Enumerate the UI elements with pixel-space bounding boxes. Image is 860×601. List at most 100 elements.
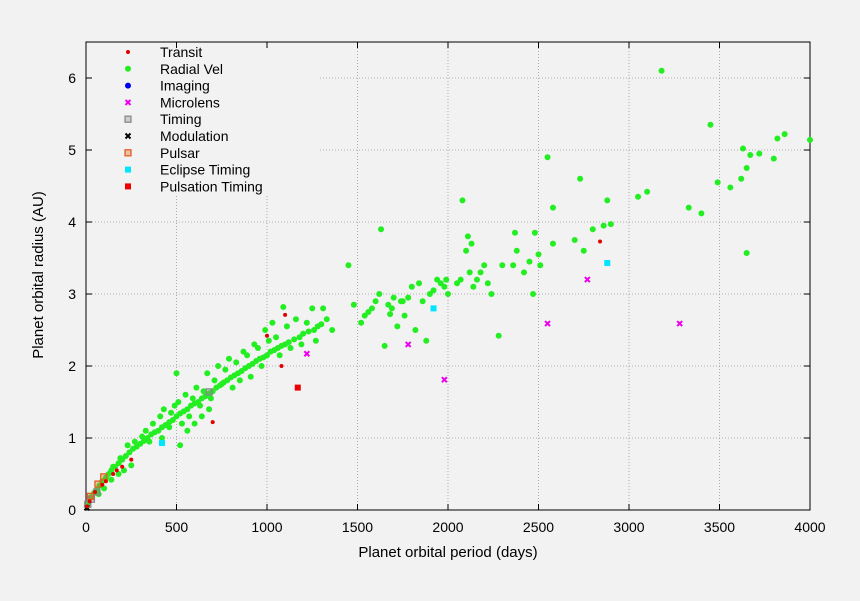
data-point <box>727 184 734 191</box>
data-point <box>131 438 138 445</box>
legend-marker <box>124 115 132 123</box>
data-point <box>580 247 587 254</box>
y-tick-label: 2 <box>68 358 76 374</box>
data-point <box>459 197 466 204</box>
data-point <box>464 233 471 240</box>
data-point <box>676 320 683 327</box>
y-tick-label: 1 <box>68 430 76 446</box>
data-point <box>484 280 491 287</box>
data-point <box>323 316 330 323</box>
data-point <box>210 420 215 425</box>
data-point <box>405 294 412 301</box>
x-axis-title: Planet orbital period (days) <box>358 544 537 561</box>
data-point <box>488 291 495 297</box>
data-point <box>166 424 173 431</box>
data-point <box>225 355 232 362</box>
data-point <box>388 305 395 312</box>
x-tick-label: 1000 <box>251 519 282 535</box>
data-point <box>303 350 311 357</box>
data-point <box>714 179 721 186</box>
y-tick-label: 4 <box>68 214 76 230</box>
x-tick-label: 3000 <box>613 519 644 535</box>
grid-lines <box>86 42 810 510</box>
data-point <box>368 305 375 312</box>
data-point <box>244 352 251 359</box>
data-point <box>372 298 379 305</box>
data-point <box>743 165 750 171</box>
data-point <box>756 150 763 157</box>
data-point <box>770 155 777 162</box>
data-point <box>207 395 214 402</box>
data-point <box>206 406 213 413</box>
data-point <box>103 479 108 484</box>
x-tick-label: 1500 <box>342 519 373 535</box>
data-point <box>114 468 119 473</box>
data-point <box>211 377 218 384</box>
data-point <box>175 399 182 405</box>
data-point <box>544 320 551 327</box>
data-point <box>378 226 385 233</box>
data-point <box>229 384 236 391</box>
data-point <box>204 370 211 377</box>
legend-marker <box>124 99 132 106</box>
x-tick-label: 2000 <box>432 519 463 535</box>
data-point <box>399 298 406 305</box>
data-point <box>549 204 556 211</box>
data-point <box>218 381 225 387</box>
data-point <box>254 345 261 351</box>
data-point <box>468 240 475 247</box>
data-point <box>139 433 146 440</box>
data-point <box>276 352 283 359</box>
data-point <box>159 440 166 447</box>
data-point <box>577 175 584 182</box>
data-point <box>300 330 307 337</box>
data-point <box>197 402 204 409</box>
data-point <box>510 262 517 269</box>
y-axis-title: Planet orbital radius (AU) <box>30 191 47 359</box>
data-point <box>781 131 788 138</box>
data-point <box>707 121 714 128</box>
data-point <box>419 298 426 305</box>
data-point <box>394 323 401 330</box>
x-tick-label: 3500 <box>704 519 735 535</box>
data-point <box>215 363 222 369</box>
data-point <box>287 345 294 351</box>
data-point <box>457 276 464 283</box>
data-point <box>513 247 520 254</box>
data-point <box>387 311 394 318</box>
data-point <box>412 327 419 333</box>
y-tick-label: 3 <box>68 286 76 302</box>
data-point <box>117 455 124 462</box>
data-point <box>401 312 408 319</box>
data-point <box>86 492 95 500</box>
data-point <box>94 480 102 488</box>
data-point <box>430 287 437 294</box>
data-point <box>350 301 357 308</box>
legend-marker <box>125 65 131 72</box>
data-point <box>430 305 437 312</box>
data-point <box>173 370 180 377</box>
data-point <box>265 333 269 338</box>
data-point <box>312 337 319 344</box>
data-point <box>473 276 480 283</box>
data-point <box>292 316 299 323</box>
data-point <box>738 175 745 182</box>
y-tick-label: 5 <box>68 142 76 158</box>
data-point <box>658 67 665 74</box>
data-point <box>108 476 115 483</box>
data-point <box>258 363 265 369</box>
data-point <box>477 269 484 276</box>
data-point <box>390 294 397 301</box>
legend-marker <box>126 50 130 54</box>
data-point <box>305 328 312 335</box>
data-point <box>309 305 316 312</box>
legend-label: Microlens <box>160 94 220 110</box>
data-point <box>598 239 603 244</box>
data-point <box>294 384 301 391</box>
data-point <box>283 323 290 330</box>
data-point <box>376 291 383 297</box>
data-point <box>111 472 116 476</box>
data-point <box>186 413 193 420</box>
data-point <box>607 221 614 228</box>
legend-marker <box>124 149 132 157</box>
